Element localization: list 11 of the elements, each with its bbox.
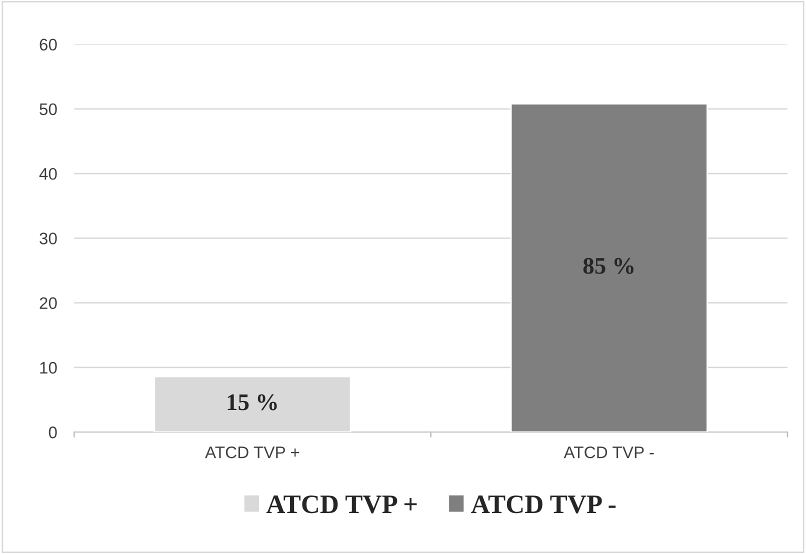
y-tick-label: 60 [40, 38, 57, 51]
annotation: 85 % [583, 258, 634, 274]
legend-label: ATCD TVP - [471, 495, 616, 514]
y-tick-label: 40 [39, 168, 57, 180]
annotation: 15 % [228, 394, 277, 410]
y-tick-label: 10 [40, 362, 57, 374]
y-tick-label: 50 [40, 103, 57, 116]
y-tick-label: 30 [40, 232, 57, 244]
y-tick-label: 20 [40, 297, 57, 310]
legend-label: ATCD TVP + [266, 495, 417, 514]
y-tick-label: 0 [48, 426, 57, 438]
